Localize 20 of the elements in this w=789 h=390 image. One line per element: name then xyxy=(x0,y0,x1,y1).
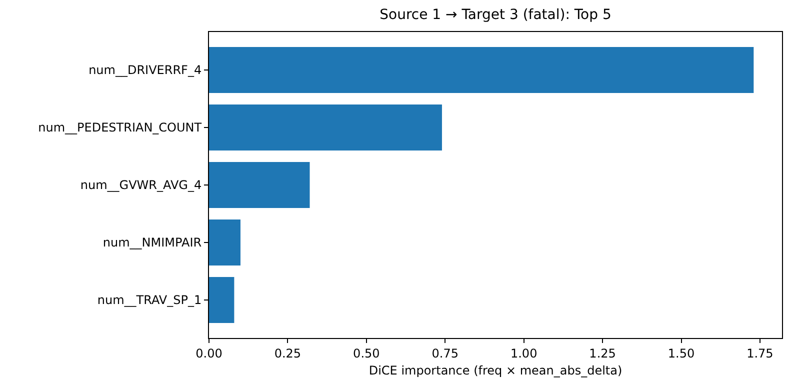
bar xyxy=(209,162,310,208)
bar xyxy=(209,277,234,324)
bar xyxy=(209,104,442,150)
x-axis-title: DiCE importance (freq × mean_abs_delta) xyxy=(368,363,622,378)
y-tick-label: num__PEDESTRIAN_COUNT xyxy=(38,120,202,135)
bar xyxy=(209,220,240,266)
x-tick-label: 0.00 xyxy=(196,346,222,360)
x-tick-label: 1.00 xyxy=(510,346,538,360)
y-tick-label: num__NMIMPAIR xyxy=(102,236,202,250)
x-tick-label: 1.75 xyxy=(746,346,774,360)
x-tick-label: 0.25 xyxy=(274,346,302,360)
y-tick-label: num__GVWR_AVG_4 xyxy=(80,178,202,192)
x-tick-label: 0.50 xyxy=(353,346,380,360)
x-tick-label: 1.25 xyxy=(589,346,616,360)
chart-title: Source 1 → Target 3 (fatal): Top 5 xyxy=(380,6,612,23)
x-tick-label: 0.75 xyxy=(432,346,458,360)
y-tick-label: num__DRIVERRF_4 xyxy=(88,63,202,78)
y-tick-label: num__TRAV_SP_1 xyxy=(97,293,202,308)
x-tick-label: 1.50 xyxy=(668,346,695,360)
bar xyxy=(209,46,754,93)
